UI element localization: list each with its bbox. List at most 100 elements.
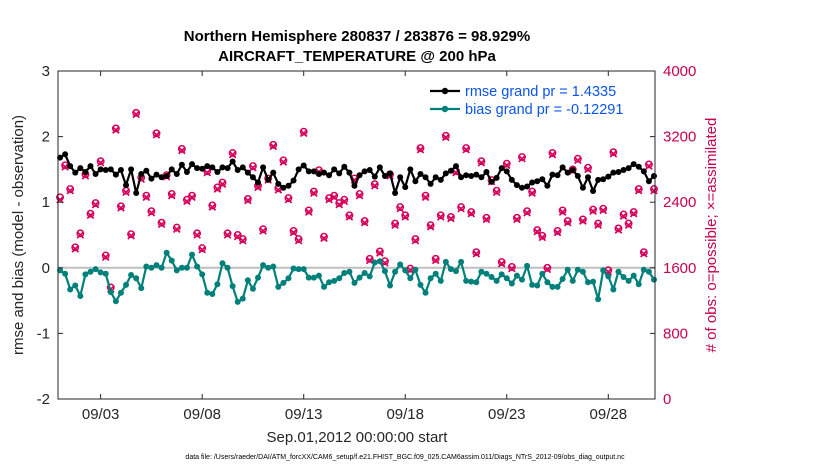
bias-point (590, 278, 597, 285)
bias-point (153, 262, 160, 269)
obs-possible-point (248, 162, 257, 171)
obs-possible-point (462, 144, 471, 153)
rmse-point (326, 172, 333, 179)
rmse-point (351, 182, 358, 189)
obs-assimilated-point (193, 231, 201, 239)
obs-assimilated-point (294, 236, 303, 245)
obs-assimilated-point (467, 209, 476, 218)
obs-possible-point (396, 203, 405, 212)
rmse-point (310, 168, 317, 175)
obs-possible-point (233, 231, 242, 239)
rmse-point (265, 176, 272, 183)
obs-assimilated-point (279, 158, 288, 166)
rmse-point (148, 175, 155, 182)
rmse-point (229, 158, 236, 165)
obs-possible-point (355, 190, 364, 198)
obs-assimilated-point (574, 156, 582, 165)
bias-point (214, 281, 221, 288)
obs-assimilated-point (132, 110, 140, 119)
bias-point (529, 281, 536, 288)
obs-possible-point (330, 191, 339, 200)
obs-assimilated-point (254, 183, 262, 192)
rmse-point (82, 169, 89, 176)
y-tick-label: 2 (42, 129, 50, 146)
bias-point (564, 266, 571, 273)
rmse-point (255, 179, 262, 186)
obs-possible-point (507, 263, 516, 271)
bias-point (366, 273, 373, 280)
rmse-point (183, 169, 190, 176)
bias-point (493, 277, 500, 284)
bias-point (189, 251, 196, 258)
obs-possible-point (563, 217, 572, 226)
rmse-point (534, 178, 541, 185)
obs-possible-point (223, 229, 232, 238)
bias-point (87, 268, 94, 275)
rmse-point (366, 167, 373, 174)
rmse-point (387, 170, 394, 177)
obs-possible-point (416, 144, 425, 153)
obs-possible-point (360, 217, 369, 226)
rmse-point (92, 170, 99, 177)
obs-assimilated-point (330, 193, 338, 202)
bias-point (173, 267, 180, 274)
rmse-point (280, 184, 287, 191)
obs-assimilated-point (406, 266, 415, 275)
obs-possible-point (238, 235, 247, 244)
rmse-point (437, 176, 444, 183)
obs-assimilated-point (360, 218, 369, 227)
rmse-point (447, 167, 454, 174)
obs-possible-point (624, 219, 633, 228)
obs-assimilated-point (238, 236, 247, 245)
bias-point (488, 273, 495, 280)
rmse-point (214, 169, 221, 176)
obs-assimilated-point (370, 181, 379, 190)
obs-possible-point (411, 235, 420, 244)
x-axis: 09/03 09/08 09/13 09/18 09/23 09/28 (82, 71, 627, 423)
obs-possible-point (553, 226, 562, 235)
obs-assimilated-point (457, 204, 465, 213)
obs-possible-point (340, 195, 349, 204)
bias-point (138, 285, 145, 292)
rmse-point (498, 165, 505, 172)
obs-assimilated-point (548, 150, 557, 159)
rmse-point (57, 154, 64, 161)
bias-point (544, 279, 551, 286)
obs-assimilated-point (523, 209, 531, 217)
bias-point (351, 279, 358, 286)
obs-assimilated-point (396, 204, 404, 213)
bias-point (650, 276, 657, 283)
obs-assimilated-point (411, 236, 420, 245)
data-file-footnote: data file: /Users/raeder/DAI/ATM_forcXX/… (185, 454, 625, 461)
obs-possible-point (391, 219, 400, 228)
bias-point (234, 298, 241, 305)
rmse-point (321, 169, 328, 176)
bias-point (341, 270, 348, 277)
rmse-point (483, 169, 490, 176)
bias-point (285, 275, 292, 282)
bias-point (407, 275, 414, 282)
bias-point (194, 263, 201, 270)
obs-possible-point (71, 243, 80, 252)
y-tick-label: 3 (42, 63, 50, 80)
rmse-point (412, 178, 419, 185)
rmse-point (290, 177, 297, 184)
bias-point (463, 277, 470, 284)
bias-point (645, 268, 652, 275)
obs-possible-point (365, 254, 374, 263)
obs-assimilated-point (101, 253, 110, 261)
obs-possible-point (370, 180, 379, 189)
y-tick-label-right: 0 (663, 391, 671, 408)
obs-assimilated-point (436, 213, 445, 221)
rmse-point (295, 166, 302, 173)
obs-possible-point (259, 225, 268, 234)
rmse-point (123, 182, 130, 189)
bias-point (305, 274, 312, 281)
bias-point (310, 274, 317, 281)
y-tick-label-right: 2400 (663, 194, 696, 211)
bias-point (468, 278, 475, 285)
rmse-point (529, 179, 536, 186)
rmse-point (453, 163, 459, 170)
rmse-point (97, 166, 104, 173)
obs-possible-point (188, 191, 196, 200)
